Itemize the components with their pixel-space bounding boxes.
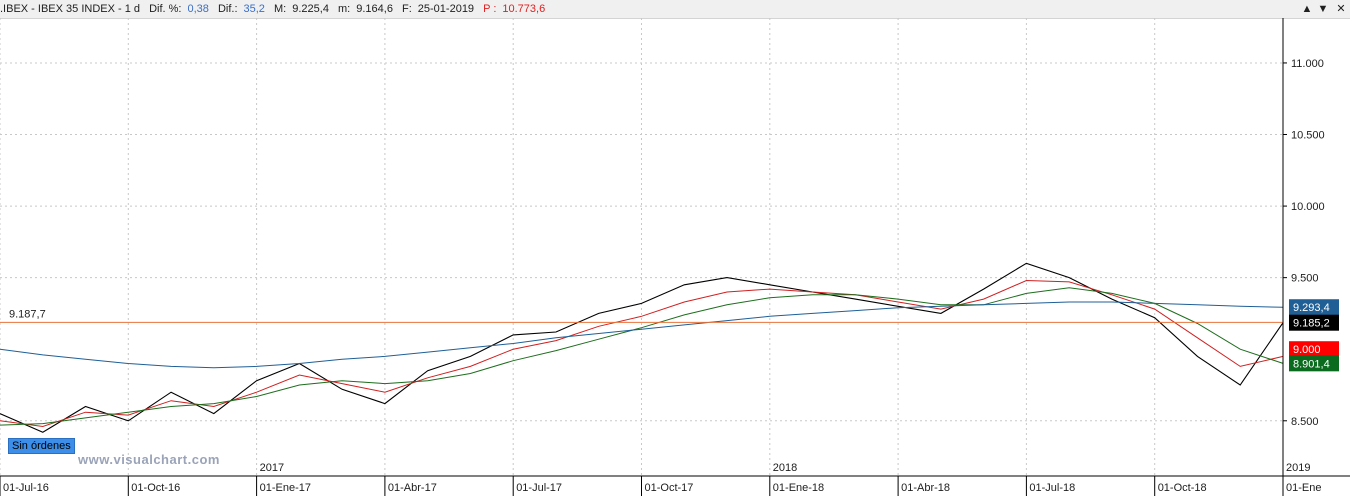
min-label: m: [338, 3, 351, 15]
x-tick-label: 01-Oct-18 [1158, 482, 1207, 494]
p-label: P : [483, 3, 497, 15]
reference-line: 9.187,7 [0, 308, 1283, 323]
x-axis: 01-Jul-16 01-Oct-16 01-Ene-17 01-Abr-17 01-J… [0, 462, 1350, 496]
price-badge-label: 9.293,4 [1293, 302, 1330, 314]
price-badge [1289, 341, 1339, 358]
year-label: 2017 [260, 462, 284, 474]
close-button[interactable]: ✕ [1336, 3, 1346, 15]
x-tick-label: 01-Ene-17 [260, 482, 311, 494]
min-value: 9.164,6 [356, 3, 393, 15]
chart-grid [0, 18, 1284, 476]
chart-title-bar: .IBEX - IBEX 35 INDEX - 1 d Dif. %: 0,38 … [0, 0, 1350, 19]
p-value: 10.773,6 [502, 3, 546, 15]
x-tick-label: 01-Jul-18 [1029, 482, 1075, 494]
x-tick-label: 01-Ene-18 [773, 482, 824, 494]
x-tick-label: 01-Oct-17 [645, 482, 694, 494]
dif-pct-label: Dif. %: [149, 3, 182, 15]
y-tick-label: 10.000 [1291, 201, 1325, 213]
price-badge [1289, 299, 1339, 316]
year-label: 2019 [1286, 462, 1310, 474]
max-label: M: [274, 3, 287, 15]
y-tick-label: 8.500 [1291, 416, 1319, 428]
y-tick-label: 10.500 [1291, 130, 1325, 142]
date-label: F: [402, 3, 412, 15]
x-tick-label: 01-Jul-16 [3, 482, 49, 494]
x-tick-label: 01-Abr-18 [901, 482, 950, 494]
year-label: 2018 [773, 462, 797, 474]
x-tick-label: 01-Oct-16 [131, 482, 180, 494]
x-tick-label: 01-Abr-17 [388, 482, 437, 494]
y-axis: 11.000 10.500 10.000 9.500 8.500 [1282, 18, 1325, 496]
series-line-2 [0, 287, 1284, 426]
chart-series [0, 262, 1284, 433]
symbol-label: .IBEX - IBEX 35 INDEX - 1 d [0, 3, 140, 15]
series-line-0 [0, 262, 1284, 433]
dif-pct-value: 0,38 [187, 3, 209, 15]
price-badge-label: 9.185,2 [1293, 318, 1330, 330]
price-badge [1289, 355, 1339, 372]
price-chart[interactable]: 9.187,7 11.000 10.500 10.000 9.500 8.500 01-… [0, 18, 1350, 496]
price-badge-label: 8.901,4 [1293, 358, 1330, 370]
series-line-1 [0, 279, 1284, 428]
date-value: 25-01-2019 [417, 3, 475, 15]
x-tick-label: 01-Ene [1286, 482, 1321, 494]
price-badge [1289, 314, 1339, 331]
y-tick-label: 9.500 [1291, 273, 1319, 285]
scroll-down-button[interactable]: ▼ [1317, 3, 1329, 15]
status-badge: Sin órdenes [8, 438, 75, 454]
price-badge-label: 9.000 [1293, 344, 1321, 356]
dif-value: 35,2 [243, 3, 265, 15]
price-badges: 9.293,4 9.185,2 9.000 8.901,4 [1289, 299, 1339, 372]
x-tick-label: 01-Jul-17 [516, 482, 562, 494]
max-value: 9.225,4 [292, 3, 329, 15]
scroll-up-button[interactable]: ▲ [1301, 3, 1313, 15]
series-line-3 [0, 301, 1284, 369]
dif-label: Dif.: [217, 3, 238, 15]
y-tick-label: 11.000 [1291, 58, 1324, 70]
horizontal-level-label: 9.187,7 [9, 308, 46, 320]
watermark-text: www.visualchart.com [78, 452, 220, 467]
